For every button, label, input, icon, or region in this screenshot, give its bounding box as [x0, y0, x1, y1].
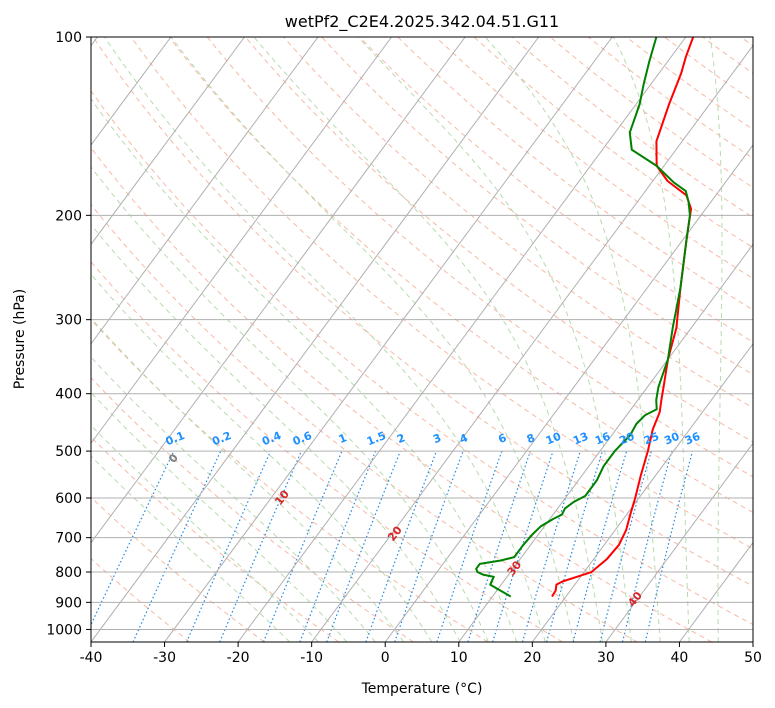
- x-tick-label: -10: [300, 650, 323, 666]
- y-tick-label: 300: [55, 313, 82, 329]
- mixing-ratio-line: [326, 450, 401, 642]
- y-tick-label: 900: [55, 595, 82, 611]
- mixing-ratio-label: 1: [337, 431, 349, 446]
- y-tick-label: 500: [55, 444, 82, 460]
- axis-ticks: -40 -30 -20 -10 0 10 20 30 40 50 100 200 300 400 500 60…: [46, 30, 762, 666]
- dry-adiabat-line: [168, 37, 753, 513]
- profile-lines: [475, 37, 695, 598]
- moist-adiabat-line: [91, 424, 319, 642]
- moist-adiabat-line: [91, 98, 518, 642]
- mixing-ratio-line: [436, 450, 503, 642]
- dry-adiabat-line: [359, 37, 753, 343]
- dry-adiabat-line: [283, 37, 753, 409]
- dewpoint-profile-line: [475, 37, 691, 598]
- y-axis-label: Pressure (hPa): [12, 289, 28, 389]
- mixing-ratio-label: 36: [683, 430, 702, 448]
- isotherm-line: [605, 442, 753, 642]
- mixing-ratio-label: 16: [593, 430, 612, 448]
- dry-adiabat-line: [91, 377, 414, 642]
- y-tick-label: 200: [55, 208, 82, 224]
- mixing-ratio-label: 13: [571, 430, 590, 448]
- moist-adiabat-line: [91, 273, 433, 642]
- mixing-ratio-line: [621, 450, 673, 642]
- isotherm-line: [752, 641, 753, 642]
- mixing-ratio-line: [644, 450, 694, 642]
- moist-adiabat-line: [91, 455, 291, 642]
- y-tick-label: 800: [55, 565, 82, 581]
- mixing-ratio-label: 10: [544, 430, 563, 448]
- isotherm-line: [91, 37, 392, 445]
- isotherm-line: [531, 342, 753, 642]
- temperature-profile-line: [551, 37, 695, 598]
- y-tick-label: 600: [55, 491, 82, 507]
- x-tick-label: -40: [80, 650, 103, 666]
- x-tick-label: 50: [744, 650, 762, 666]
- x-axis-label: Temperature (°C): [361, 681, 483, 697]
- y-tick-label: 100: [55, 30, 82, 46]
- mixing-ratio-line: [132, 450, 222, 642]
- mixing-ratio-label: 3: [431, 431, 443, 446]
- plot-frame: [90, 36, 754, 643]
- isotherm-line: [91, 37, 245, 246]
- isotherm-line: [311, 44, 753, 642]
- mixing-ratio-label: 25: [642, 430, 661, 448]
- y-tick-label: 400: [55, 387, 82, 403]
- x-tick-label: 30: [597, 650, 615, 666]
- isotherm-line: [91, 37, 172, 146]
- moist-adiabat-line: [91, 391, 348, 642]
- moist-adiabat-line: [91, 356, 376, 642]
- mixing-ratio-label: 2: [395, 431, 407, 446]
- mixing-ratio-line: [599, 450, 652, 642]
- dry-adiabat-line: [130, 37, 753, 550]
- dry-adiabat-line: [92, 37, 753, 587]
- moist-adiabat-line: [91, 166, 489, 642]
- mixing-ratio-line: [219, 450, 302, 642]
- x-tick-label: 40: [671, 650, 689, 666]
- x-tick-label: -30: [153, 650, 176, 666]
- moist-adiabat-line: [91, 223, 461, 642]
- isotherm-line: [458, 243, 753, 642]
- x-tick-label: 10: [450, 650, 468, 666]
- moist-adiabat-line: [484, 37, 661, 642]
- moist-adiabat-line: [357, 37, 632, 642]
- moist-adiabat-line: [709, 37, 723, 642]
- dry-adiabat-line: [91, 146, 713, 642]
- y-tick-label: 700: [55, 531, 82, 547]
- mixing-ratio-line: [365, 450, 438, 642]
- moist-adiabat-line: [103, 37, 546, 642]
- isotherm-line: [91, 37, 540, 642]
- mixing-ratio-label: 8: [525, 431, 537, 446]
- moist-adiabat-line: [91, 317, 404, 642]
- x-tick-label: 0: [381, 650, 390, 666]
- x-tick-label: 20: [523, 650, 541, 666]
- isotherm-line: [164, 37, 613, 642]
- chart-title: wetPf2_C2E4.2025.342.04.51.G11: [285, 12, 559, 32]
- dry-adiabat-line: [91, 203, 638, 642]
- dry-adiabat-line: [91, 90, 753, 626]
- isotherm-line: [384, 144, 753, 642]
- mixing-ratio-line: [394, 450, 464, 642]
- isotherm-line: [91, 37, 466, 544]
- isotherm-line: [237, 37, 687, 642]
- moist-adiabat-line: [612, 37, 690, 642]
- y-tick-label: 1000: [46, 622, 82, 638]
- dry-adiabat-line: [91, 557, 190, 642]
- mixing-ratio-label: 30: [662, 430, 681, 448]
- x-tick-label: -20: [227, 650, 250, 666]
- background-lines: [91, 37, 753, 642]
- mixing-ratio-label: 20: [617, 430, 636, 448]
- moist-adiabat-line: [170, 37, 575, 642]
- plot-background: [91, 37, 753, 642]
- isotherm-line: [91, 37, 319, 345]
- dry-adiabat-label: -20: [0, 394, 15, 418]
- mixing-ratio-line: [91, 450, 175, 626]
